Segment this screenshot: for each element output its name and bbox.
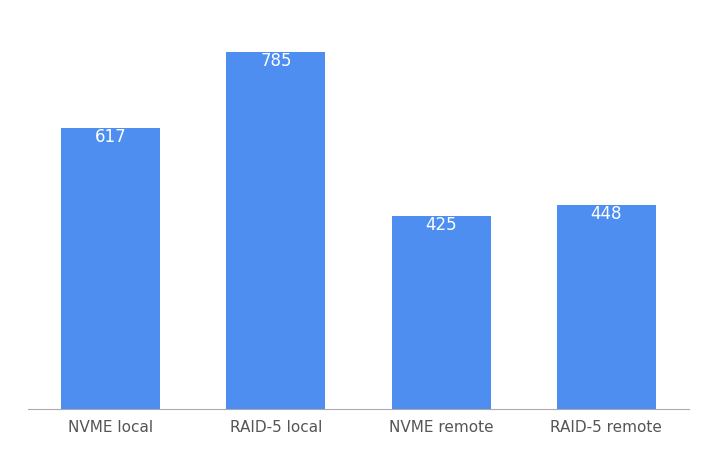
Bar: [61, 128, 160, 409]
Text: 425: 425: [425, 216, 457, 234]
Bar: [392, 216, 491, 409]
Bar: [226, 52, 325, 409]
Text: 448: 448: [591, 205, 622, 223]
Text: 785: 785: [260, 52, 292, 70]
Text: 617: 617: [95, 128, 127, 147]
Bar: [557, 205, 656, 409]
